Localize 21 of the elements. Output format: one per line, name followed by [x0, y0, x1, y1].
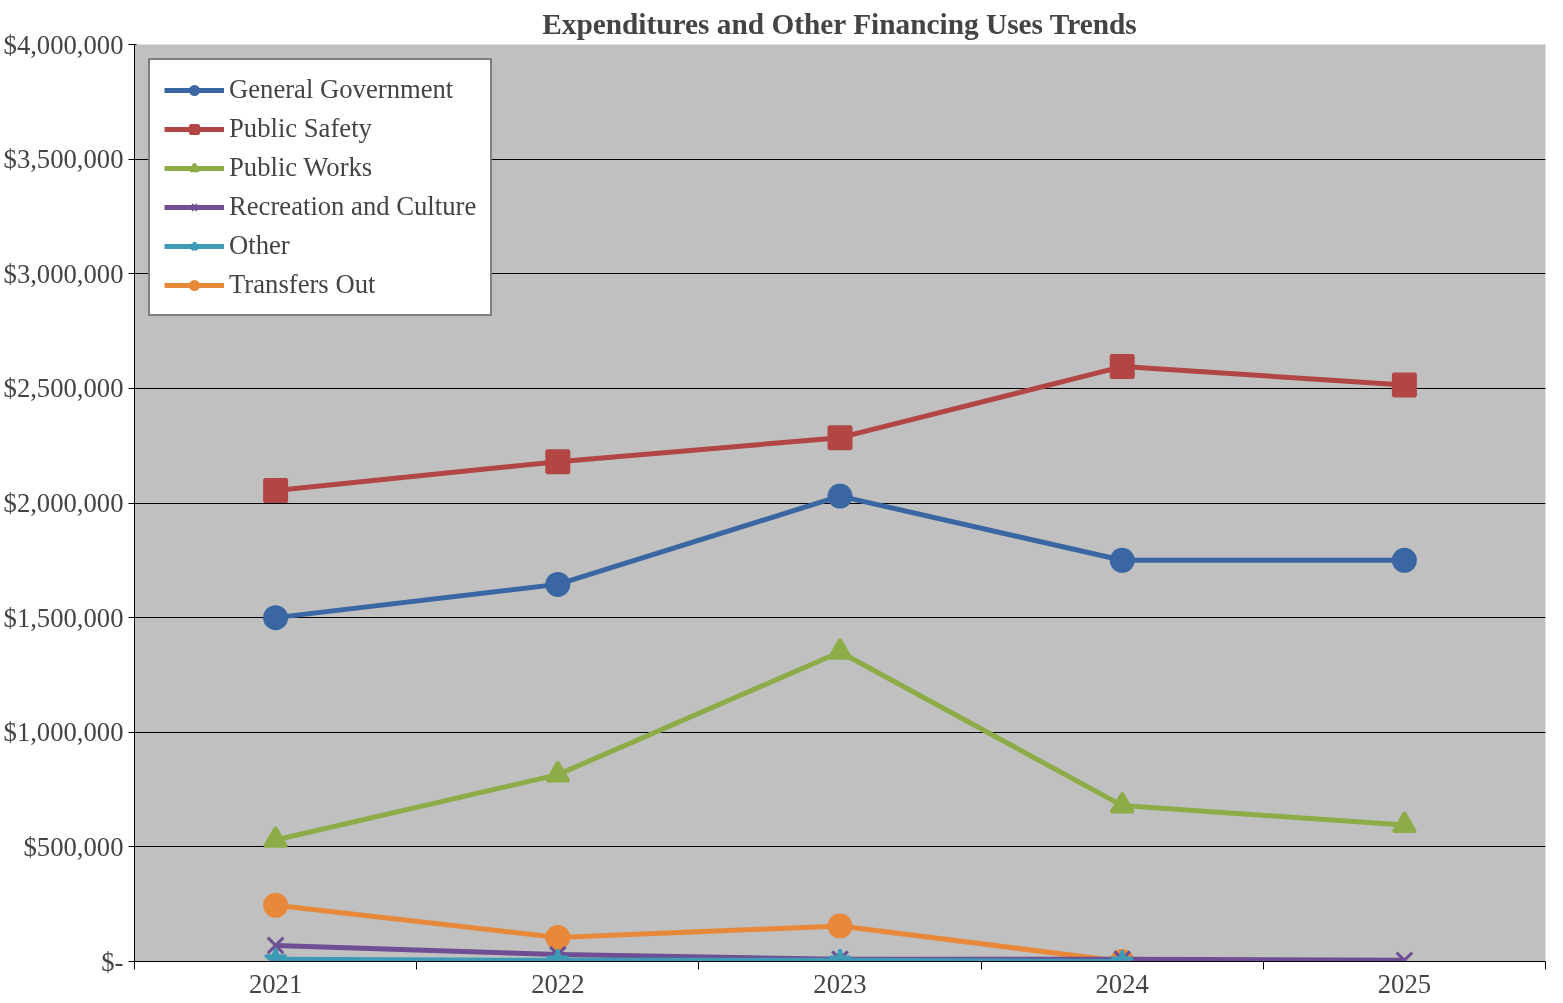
y-tick-label: $3,000,000	[3, 258, 124, 289]
legend-label: Public Works	[229, 152, 373, 183]
legend-label: Other	[229, 230, 290, 261]
y-tick-label: $-	[101, 946, 124, 977]
y-tick-label: $4,000,000	[3, 29, 124, 60]
chart-title: Expenditures and Other Financing Uses Trends	[542, 7, 1137, 40]
x-tick-label: 2023	[813, 968, 867, 999]
x-tick-label: 2024	[1095, 968, 1149, 999]
x-tick-label: 2021	[248, 968, 303, 999]
y-tick-label: $2,500,000	[3, 373, 124, 404]
y-tick-label: $1,000,000	[3, 717, 124, 748]
x-tick-label: 2025	[1377, 968, 1432, 999]
y-tick-label: $3,500,000	[3, 144, 124, 175]
legend-label: General Government	[229, 74, 454, 105]
y-tick-label: $1,500,000	[3, 602, 124, 633]
legend-label: Public Safety	[229, 113, 372, 144]
legend-label: Recreation and Culture	[229, 191, 477, 222]
y-tick-label: $2,000,000	[3, 488, 124, 518]
legend-label: Transfers Out	[229, 269, 376, 300]
x-tick-label: 2022	[531, 968, 585, 999]
y-tick-label: $500,000	[23, 831, 124, 862]
